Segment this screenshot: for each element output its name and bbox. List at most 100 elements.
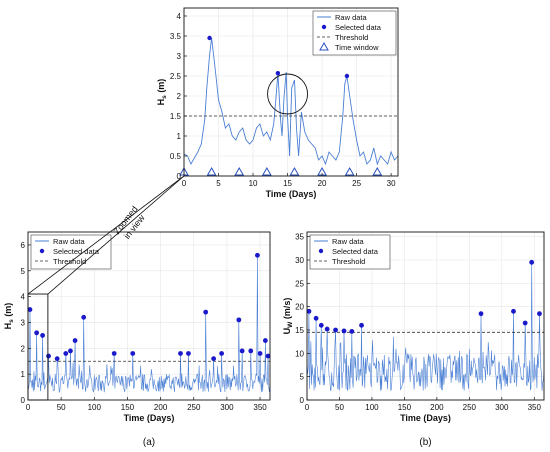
selected-point bbox=[236, 317, 242, 323]
xtick-label: 150 bbox=[398, 403, 412, 412]
time-window-marker bbox=[344, 166, 355, 176]
y-axis-label-part: H bbox=[3, 323, 13, 330]
y-axis-label: Hs (m) bbox=[156, 79, 168, 106]
selected-point bbox=[306, 308, 312, 314]
xtick-label: 0 bbox=[26, 403, 31, 412]
xtick-label: 0 bbox=[305, 403, 310, 412]
legend-label: Selected data bbox=[332, 247, 379, 256]
ytick-label: 1 bbox=[21, 370, 26, 379]
xtick-label: 30 bbox=[387, 179, 396, 188]
xtick-label: 200 bbox=[154, 403, 168, 412]
ytick-label: 2 bbox=[21, 344, 26, 353]
selected-point bbox=[186, 351, 191, 356]
x-axis-label: Time (Days) bbox=[124, 413, 175, 423]
y-axis-label: Hs (m) bbox=[3, 303, 15, 330]
time-window-marker bbox=[289, 166, 300, 176]
selected-point bbox=[341, 328, 347, 334]
y-axis-label-part: (m) bbox=[156, 79, 166, 96]
x-axis-label: Time (Days) bbox=[266, 189, 317, 199]
legend-label: Selected data bbox=[53, 247, 100, 256]
ytick-label: 2 bbox=[177, 92, 182, 101]
selected-point bbox=[207, 35, 212, 41]
xtick-label: 50 bbox=[57, 403, 66, 412]
xtick-label: 350 bbox=[253, 403, 267, 412]
selected-point bbox=[522, 320, 528, 326]
selected-point bbox=[359, 322, 364, 328]
selected-point bbox=[255, 252, 260, 258]
selected-point bbox=[265, 353, 271, 359]
selected-point bbox=[313, 315, 319, 321]
selected-point bbox=[72, 338, 78, 343]
legend-label: Raw data bbox=[332, 237, 365, 246]
selected-point bbox=[130, 351, 136, 356]
xtick-label: 0 bbox=[182, 179, 187, 188]
xtick-label: 10 bbox=[249, 179, 258, 188]
xtick-label: 15 bbox=[283, 179, 292, 188]
time-window-marker bbox=[206, 166, 217, 176]
ytick-label: 0.5 bbox=[170, 152, 182, 161]
legend-swatch-selected bbox=[321, 24, 327, 30]
panel-a: 0 1 2 3 4 5 6 0 50 100 150 200 250 300 350 Time (Days) H… bbox=[3, 231, 271, 448]
xtick-label: 300 bbox=[495, 403, 509, 412]
selected-point bbox=[54, 356, 60, 362]
y-axis-label-part: H bbox=[156, 99, 166, 106]
ytick-label: 1.5 bbox=[170, 112, 182, 121]
axes-frame bbox=[183, 7, 399, 177]
xtick-label: 5 bbox=[216, 179, 221, 188]
ytick-label: 5 bbox=[21, 267, 26, 276]
zoom-connector bbox=[47, 175, 185, 295]
ytick-label: 5 bbox=[300, 373, 305, 382]
axes-frame bbox=[306, 231, 545, 401]
xtick-label: 250 bbox=[187, 403, 201, 412]
y-axis-label-part: W bbox=[287, 321, 294, 328]
highlight-circle bbox=[267, 73, 308, 115]
time-window-marker bbox=[261, 166, 272, 176]
legend-swatch-selected bbox=[318, 248, 324, 254]
y-axis-label-part: s bbox=[8, 319, 15, 323]
ytick-label: 0 bbox=[300, 396, 305, 405]
legend-label: Raw data bbox=[335, 13, 368, 22]
xtick-label: 350 bbox=[528, 403, 542, 412]
ytick-label: 3.5 bbox=[170, 32, 182, 41]
selected-point bbox=[211, 356, 217, 362]
selected-point bbox=[111, 351, 117, 356]
selected-point bbox=[349, 329, 355, 334]
xtick-label: 50 bbox=[335, 403, 344, 412]
xtick-label: 20 bbox=[318, 179, 327, 188]
panel-caption: (b) bbox=[419, 437, 431, 448]
selected-point bbox=[81, 314, 87, 320]
xtick-label: 150 bbox=[121, 403, 135, 412]
selected-point bbox=[40, 332, 45, 338]
selected-point bbox=[46, 353, 51, 359]
xtick-label: 100 bbox=[88, 403, 102, 412]
selected-point bbox=[257, 351, 263, 356]
legend-swatch-window bbox=[319, 41, 329, 51]
selected-point bbox=[529, 259, 535, 265]
legend-label: Raw data bbox=[53, 237, 86, 246]
selected-point bbox=[27, 307, 33, 312]
raw-data-line bbox=[306, 262, 545, 392]
selected-point bbox=[324, 326, 330, 332]
xtick-label: 300 bbox=[220, 403, 234, 412]
selected-point bbox=[511, 308, 516, 314]
legend-label: Time window bbox=[335, 43, 379, 52]
selected-point bbox=[333, 327, 338, 333]
selected-point bbox=[262, 338, 268, 343]
zoom-window bbox=[27, 293, 49, 401]
ytick-label: 0 bbox=[21, 396, 26, 405]
raw-data-line bbox=[183, 37, 399, 166]
legend-label: Threshold bbox=[53, 257, 86, 266]
y-axis-label-part: s bbox=[161, 95, 168, 99]
selected-point bbox=[478, 311, 484, 317]
zoom-connector bbox=[27, 175, 185, 295]
ytick-label: 25 bbox=[295, 279, 304, 288]
selected-point bbox=[275, 71, 281, 76]
xtick-label: 250 bbox=[463, 403, 477, 412]
y-axis-label-part: (m) bbox=[3, 303, 13, 320]
time-window-marker bbox=[372, 166, 383, 176]
selected-point bbox=[63, 351, 69, 356]
zoom-annotation: Zoomedin view bbox=[112, 204, 149, 243]
selected-point bbox=[248, 348, 254, 354]
